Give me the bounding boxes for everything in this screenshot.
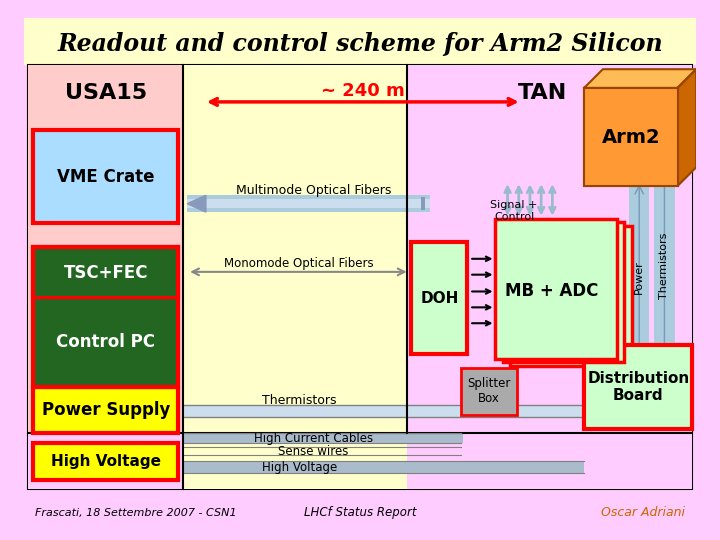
Bar (503, 222, 624, 362)
Bar (33, 298, 178, 387)
Bar (183, 65, 407, 434)
Bar (33, 130, 178, 224)
Bar (420, 197, 426, 210)
Text: Thermistors: Thermistors (262, 394, 336, 407)
Text: TSC+FEC: TSC+FEC (64, 264, 148, 282)
Bar (510, 226, 631, 366)
Text: USA15: USA15 (65, 83, 147, 103)
Text: LHCf Status Report: LHCf Status Report (304, 507, 416, 519)
Bar (407, 434, 691, 489)
Bar (183, 462, 584, 472)
Bar (187, 195, 430, 212)
Bar (33, 247, 178, 387)
Bar (33, 443, 178, 480)
Text: Power Supply: Power Supply (42, 401, 170, 419)
Text: Thermistors: Thermistors (660, 232, 670, 299)
Bar (33, 247, 178, 298)
Text: Oscar Adriani: Oscar Adriani (601, 507, 685, 519)
Text: High Voltage: High Voltage (261, 461, 337, 474)
Text: DOH: DOH (420, 291, 459, 306)
Bar (411, 242, 467, 354)
Bar (24, 18, 696, 65)
Bar (29, 65, 691, 489)
Bar (33, 387, 178, 434)
Text: Monomode Optical Fibers: Monomode Optical Fibers (225, 257, 374, 270)
Text: VME Crate: VME Crate (58, 167, 155, 186)
Text: Control PC: Control PC (56, 333, 156, 351)
Bar (29, 434, 691, 489)
Text: TAN: TAN (518, 83, 567, 103)
Bar (584, 88, 678, 186)
Text: Arm2: Arm2 (601, 128, 660, 147)
Text: ~ 240 m: ~ 240 m (321, 82, 405, 100)
Bar (584, 88, 678, 186)
Bar (461, 368, 517, 415)
Bar (183, 434, 463, 443)
Bar (584, 345, 691, 429)
Text: Sense wires: Sense wires (278, 444, 348, 458)
Bar (187, 199, 430, 208)
Polygon shape (187, 195, 206, 212)
Text: Frascati, 18 Settembre 2007 - CSN1: Frascati, 18 Settembre 2007 - CSN1 (35, 508, 237, 518)
Text: Signal +
Control: Signal + Control (490, 200, 538, 222)
Text: High Voltage: High Voltage (51, 454, 161, 469)
Bar (29, 65, 183, 434)
Text: Multimode Optical Fibers: Multimode Optical Fibers (235, 184, 391, 197)
Polygon shape (678, 69, 696, 186)
Text: Readout and control scheme for Arm2 Silicon: Readout and control scheme for Arm2 Sili… (57, 32, 663, 56)
Polygon shape (584, 69, 696, 88)
Text: MB + ADC: MB + ADC (505, 282, 598, 300)
Bar (183, 434, 407, 489)
Text: High Current Cables: High Current Cables (253, 431, 373, 444)
Bar (183, 406, 584, 417)
Bar (629, 186, 649, 373)
Bar (654, 158, 675, 377)
Text: Splitter
Box: Splitter Box (467, 377, 510, 406)
Bar (495, 219, 617, 359)
Text: Power: Power (634, 261, 644, 294)
Bar (407, 65, 691, 434)
Text: Distribution
Board: Distribution Board (588, 370, 690, 403)
